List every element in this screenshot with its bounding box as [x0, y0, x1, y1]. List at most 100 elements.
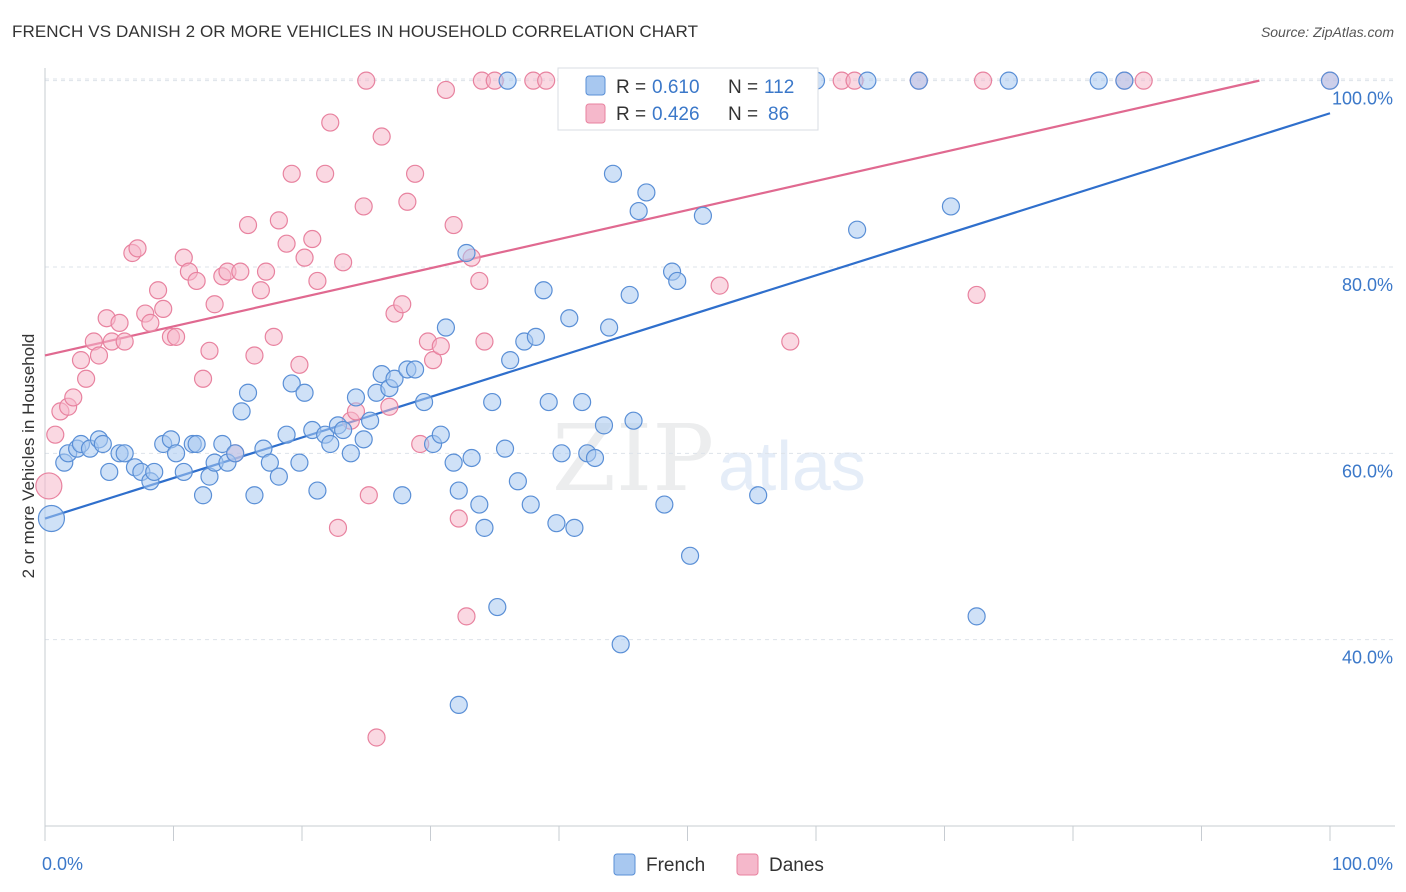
legend-box: R = 0.610 N = 112 R = 0.426 N = 86: [557, 67, 819, 131]
french-point: [290, 453, 309, 472]
french-point: [470, 495, 489, 514]
french-point: [245, 486, 264, 505]
danes-point: [308, 271, 327, 291]
danes-point: [303, 229, 322, 249]
danes-point: [357, 71, 376, 90]
danes-point: [35, 472, 63, 500]
french-point: [449, 481, 468, 500]
danes-point: [77, 369, 96, 388]
french-point: [637, 183, 656, 202]
legend-danes-r-label: R =: [616, 104, 646, 125]
legend-french-n-label: N =: [728, 77, 758, 98]
danes-point: [115, 332, 134, 351]
y-axis-title: 2 or more Vehicles in Household: [19, 334, 38, 579]
french-point: [629, 201, 648, 221]
y-tick-label: 60.0%: [1342, 461, 1393, 481]
danes-point: [64, 388, 83, 407]
danes-point: [238, 215, 258, 235]
french-point: [565, 518, 584, 537]
french-point: [232, 402, 251, 421]
french-point: [238, 383, 258, 402]
french-points: [37, 71, 1340, 714]
danes-point: [710, 276, 729, 295]
danes-point: [231, 262, 250, 281]
french-point: [226, 444, 245, 463]
danes-point: [200, 341, 219, 360]
legend-danes-n-value: 86: [768, 104, 789, 125]
y-tick-label: 40.0%: [1342, 648, 1393, 668]
danes-point: [354, 197, 373, 216]
french-point: [526, 327, 545, 346]
bottom-legend: French Danes: [613, 853, 824, 876]
french-point: [187, 434, 206, 454]
danes-point: [781, 332, 800, 351]
french-point: [495, 439, 515, 458]
tick-labels: 40.0% 60.0% 80.0% 100.0% 0.0% 100.0%: [42, 89, 1393, 874]
french-point: [620, 285, 639, 305]
danes-point: [449, 509, 468, 528]
french-point: [858, 71, 877, 90]
french-point: [501, 351, 520, 370]
danes-point: [205, 295, 224, 314]
danes-point: [141, 313, 160, 332]
bottom-legend-danes-label: Danes: [769, 855, 824, 876]
danes-point: [1134, 71, 1153, 90]
danes-trend-line: [44, 79, 1260, 357]
danes-point: [393, 295, 412, 314]
french-point: [573, 392, 592, 412]
danes-point: [398, 192, 417, 211]
bottom-legend-french-label: French: [646, 855, 705, 876]
french-point: [508, 472, 527, 491]
french-point: [539, 392, 558, 412]
french-point: [848, 220, 867, 239]
legend-danes-n-label: N =: [728, 104, 758, 125]
french-point: [174, 462, 193, 482]
french-point: [449, 695, 468, 714]
french-point: [100, 462, 119, 482]
french-point: [624, 411, 643, 430]
danes-point: [154, 299, 173, 319]
legend-french-r-value: 0.610: [652, 77, 700, 98]
watermark-atlas: atlas: [718, 427, 866, 505]
french-point: [431, 425, 450, 444]
legend-danes-r-value: 0.426: [652, 104, 700, 125]
source-label: Source: ZipAtlas.com: [1260, 24, 1394, 40]
danes-point: [328, 518, 348, 537]
danes-point: [436, 80, 456, 100]
french-point: [295, 383, 314, 402]
french-point: [680, 546, 700, 565]
legend-french-n-value: 112: [764, 77, 794, 98]
danes-point: [367, 728, 386, 747]
x-tick-label: 100.0%: [1332, 854, 1393, 874]
danes-point: [71, 351, 91, 370]
danes-point: [282, 164, 301, 183]
danes-point: [256, 262, 276, 281]
x-tick-label: 0.0%: [42, 854, 83, 874]
french-point: [457, 243, 476, 263]
danes-point: [380, 397, 399, 416]
french-point: [354, 430, 373, 449]
french-point: [405, 360, 425, 379]
french-point: [277, 425, 296, 444]
french-point: [483, 392, 502, 412]
french-point: [269, 467, 288, 486]
legend-french-r-label: R =: [616, 77, 646, 98]
french-point: [321, 434, 340, 454]
danes-point: [321, 113, 340, 132]
french-point: [385, 369, 404, 388]
french-point: [414, 392, 434, 412]
danes-point: [973, 71, 993, 90]
french-point: [115, 444, 134, 463]
legend-danes-swatch: [585, 103, 606, 124]
french-point: [361, 411, 380, 430]
french-point: [967, 607, 986, 626]
french-point: [282, 374, 301, 393]
french-point: [655, 495, 674, 514]
bottom-legend-danes-swatch: [736, 853, 759, 876]
danes-point: [470, 271, 489, 291]
french-point: [93, 434, 112, 454]
french-point: [37, 504, 66, 533]
french-point: [475, 518, 494, 537]
y-tick-label: 80.0%: [1342, 275, 1393, 295]
